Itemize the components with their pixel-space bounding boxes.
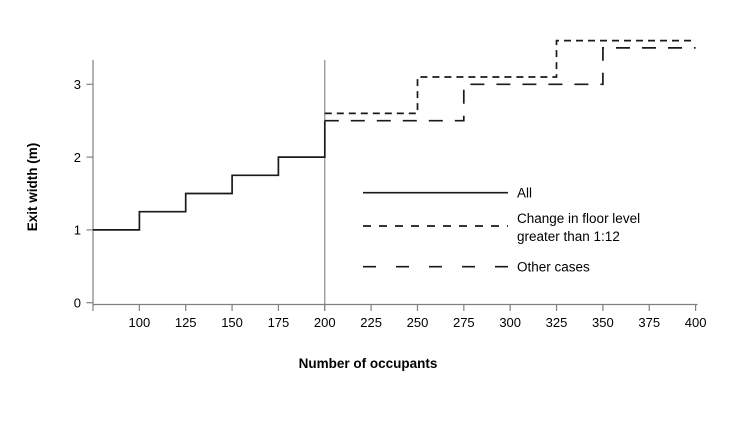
y-tick-label: 0	[74, 295, 81, 310]
y-tick-label: 3	[74, 77, 81, 92]
legend-item-other-cases: Other cases	[363, 259, 590, 274]
legend-label: greater than 1:12	[517, 229, 620, 244]
y-axis-title: Exit width (m)	[25, 143, 40, 232]
series-line-other-cases	[324, 47, 696, 122]
legend-label: All	[517, 185, 532, 200]
series-lines	[93, 39, 696, 231]
axes: 0 1 2 3 100 125 150 175 200 225 250 275 300 325 350 375…	[74, 60, 707, 330]
y-tick-label: 1	[74, 223, 81, 238]
legend-label: Change in floor level	[517, 211, 640, 226]
y-tick-label: 2	[74, 150, 81, 165]
legend: All Change in floor level greater than 1:1…	[363, 185, 640, 274]
x-tick-label: 325	[546, 315, 568, 330]
legend-label: Other cases	[517, 259, 590, 274]
x-tick-label: 350	[592, 315, 614, 330]
x-tick-label: 175	[268, 315, 290, 330]
series-line-all	[93, 120, 326, 231]
x-tick-label: 375	[638, 315, 660, 330]
x-tick-label: 225	[360, 315, 382, 330]
x-tick-label: 300	[499, 315, 521, 330]
x-tick-label: 200	[314, 315, 336, 330]
series-line-change-in-floor-level-greater-than-1-12	[324, 39, 696, 115]
x-tick-label: 125	[175, 315, 197, 330]
x-tick-label: 150	[221, 315, 243, 330]
legend-item-all: All	[363, 185, 532, 200]
x-axis-title: Number of occupants	[299, 356, 438, 371]
x-tick-label: 100	[129, 315, 151, 330]
x-tick-label: 400	[685, 315, 707, 330]
legend-item-change-in-floor-level-greater-than-1-12: Change in floor level greater than 1:12	[363, 211, 640, 244]
x-tick-label: 250	[407, 315, 429, 330]
x-tick-label: 275	[453, 315, 475, 330]
